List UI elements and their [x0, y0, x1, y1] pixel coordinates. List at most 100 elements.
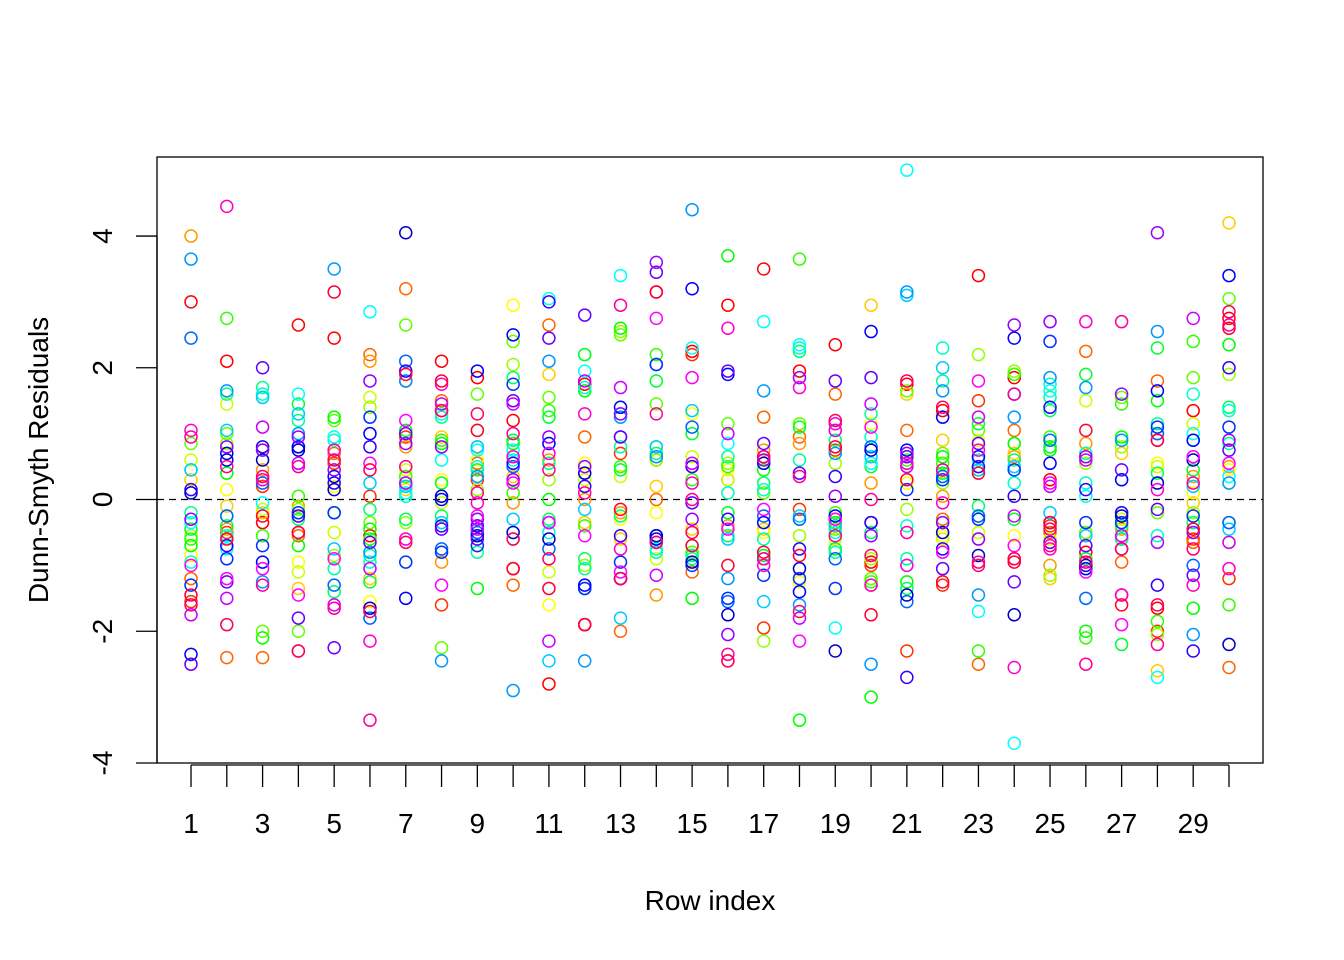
data-point [649, 397, 664, 411]
data-point [828, 413, 843, 428]
data-point [756, 463, 771, 477]
data-point [649, 479, 664, 494]
data-point [756, 532, 771, 546]
data-point [363, 548, 377, 563]
data-point [685, 548, 699, 563]
data-point [935, 446, 950, 461]
data-point [613, 571, 628, 586]
data-point [1114, 529, 1129, 543]
data-point [363, 410, 377, 424]
data-point [1114, 519, 1129, 533]
plot-box [156, 156, 1264, 764]
data-point [1114, 588, 1129, 602]
data-point [685, 522, 699, 536]
data-point [363, 347, 377, 362]
data-point [363, 354, 377, 368]
data-point [434, 453, 449, 467]
data-point [363, 463, 377, 477]
data-point [828, 443, 843, 457]
data-point [971, 509, 986, 523]
data-point [935, 578, 950, 592]
data-point [828, 446, 843, 461]
data-point [613, 469, 628, 484]
data-point [1114, 512, 1129, 527]
data-point [184, 529, 198, 543]
data-point [828, 512, 843, 527]
data-point [828, 522, 843, 536]
data-point [792, 502, 807, 517]
x-tick-label: 13 [605, 808, 636, 839]
data-point [542, 525, 556, 540]
data-point [542, 532, 556, 546]
data-point [542, 565, 556, 579]
data-point [542, 446, 556, 461]
data-point [828, 417, 843, 431]
data-point [470, 469, 485, 484]
data-point [935, 341, 950, 355]
y-tick-label: 0 [87, 492, 118, 508]
data-point [1007, 529, 1021, 543]
data-point [291, 443, 306, 457]
data-point [792, 529, 807, 543]
data-point [506, 496, 520, 510]
data-point [327, 413, 341, 428]
data-point [434, 522, 449, 536]
data-point [900, 288, 914, 303]
x-axis-title: Row index [645, 885, 776, 916]
data-point [363, 426, 377, 441]
data-point [1186, 578, 1200, 592]
data-point [1114, 430, 1129, 444]
data-point [1114, 387, 1129, 401]
data-point [792, 430, 807, 444]
x-axis: 1 3 5 7 9 11 13 15 17 19 21 23 25 27 29 [183, 764, 1230, 839]
data-point [327, 601, 341, 615]
data-point [828, 456, 843, 471]
data-point [1186, 334, 1200, 349]
data-point [1222, 291, 1236, 306]
data-point [1007, 552, 1021, 566]
data-point [721, 449, 735, 464]
data-point [399, 423, 413, 438]
data-point [1150, 637, 1165, 652]
data-point [864, 558, 878, 573]
data-point [506, 377, 520, 391]
data-point [935, 561, 950, 576]
data-point [184, 423, 198, 438]
data-point [291, 413, 306, 428]
data-point [434, 377, 449, 391]
data-point [900, 581, 914, 596]
data-point [900, 443, 914, 457]
data-point [184, 588, 198, 602]
data-point [721, 367, 735, 382]
data-point [291, 407, 306, 421]
data-point [399, 476, 413, 490]
data-point [363, 555, 377, 569]
data-point [971, 453, 986, 467]
data-point [220, 459, 234, 474]
data-point [363, 440, 377, 454]
data-point [255, 473, 270, 487]
data-point [220, 650, 234, 665]
data-point [1222, 361, 1236, 375]
data-point [1043, 479, 1057, 494]
data-point [1079, 344, 1093, 359]
data-point [506, 334, 520, 349]
data-point [685, 426, 699, 441]
data-point [542, 542, 556, 556]
data-point [399, 512, 413, 527]
data-point [577, 654, 592, 668]
data-point [613, 502, 628, 517]
data-point [577, 473, 592, 487]
data-point [506, 426, 520, 441]
data-point [1043, 430, 1057, 444]
data-point [685, 403, 699, 418]
data-point [971, 548, 986, 563]
data-point [792, 634, 807, 648]
data-point [542, 390, 556, 405]
data-point [1114, 505, 1129, 520]
data-point [935, 496, 950, 510]
data-point [971, 410, 986, 424]
data-point [864, 440, 878, 454]
data-point [1007, 387, 1021, 401]
data-point [721, 486, 735, 500]
